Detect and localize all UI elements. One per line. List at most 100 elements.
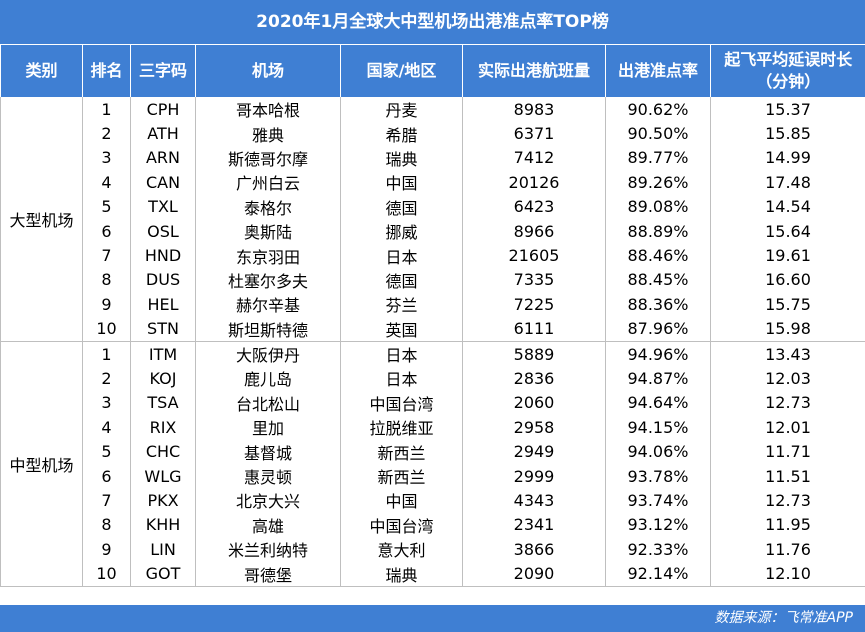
table-row: 9 LIN 米兰利纳特 意大利 3866 92.33% 11.76 [1,537,865,562]
table-cell: 德国 [340,267,463,293]
table-cell: HND [130,243,196,268]
column-header: 实际出港航班量 [462,45,606,97]
table-cell: 2341 [462,512,606,538]
column-header: 类别 [0,45,83,97]
table-cell: 日本 [340,366,463,391]
table-cell: 12.73 [710,488,865,513]
table-cell: 15.64 [710,218,865,244]
table-cell: 3 [82,390,131,416]
table-cell: 奥斯陆 [195,218,341,244]
table-cell: 拉脱维亚 [340,415,463,440]
table-cell: PKX [130,488,196,513]
table-row: 10 GOT 哥德堡 瑞典 2090 92.14% 12.10 [1,561,865,587]
table-row: 10 STN 斯坦斯特德 英国 6111 87.96% 15.98 [1,316,865,342]
table-cell: 7412 [462,145,606,171]
table-cell: 芬兰 [340,292,463,317]
table-cell: 87.96% [605,316,711,342]
table-cell: 88.46% [605,243,711,268]
table-cell: 1 [82,97,131,122]
table-cell: CAN [130,170,196,195]
table-cell: 惠灵顿 [195,463,341,489]
table-cell: 北京大兴 [195,488,341,513]
table-cell: 1 [82,341,131,367]
header-row: 类别 排名 三字码 机场 国家/地区 实际出港航班量 出港准点率 起飞平均延误时长 （分钟） [0,45,865,97]
table-cell: 9 [82,292,131,317]
table-cell: 6111 [462,316,606,342]
table-row: 中型机场 1 ITM 大阪伊丹 日本 5889 94.96% 13.43 [0,341,865,587]
table-cell: KOJ [130,366,196,391]
table-cell: 89.26% [605,170,711,195]
table-cell: 12.03 [710,366,865,391]
table-cell: LIN [130,537,196,562]
table-cell: 7 [82,488,131,513]
table-cell: 丹麦 [340,97,463,122]
table-row: 4 CAN 广州白云 中国 20126 89.26% 17.48 [1,170,865,195]
table-cell: 3866 [462,537,606,562]
table-cell: 94.64% [605,390,711,416]
table-cell: STN [130,316,196,342]
table-cell: 10 [82,561,131,587]
table-cell: 2999 [462,463,606,489]
table-cell: CPH [130,97,196,122]
table-row: 8 KHH 高雄 中国台湾 2341 93.12% 11.95 [1,512,865,538]
table-cell: 6371 [462,121,606,146]
table-cell: 希腊 [340,121,463,146]
table-cell: 2 [82,366,131,391]
table-cell: 高雄 [195,512,341,538]
table-cell: 4343 [462,488,606,513]
table-cell: GOT [130,561,196,587]
table-cell: 14.99 [710,145,865,171]
table-row: 6 WLG 惠灵顿 新西兰 2999 93.78% 11.51 [1,463,865,489]
table-cell: 大阪伊丹 [195,341,341,367]
table-row: 3 ARN 斯德哥尔摩 瑞典 7412 89.77% 14.99 [1,145,865,171]
table-cell: 92.33% [605,537,711,562]
table-cell: 13.43 [710,341,865,367]
table-cell: 15.37 [710,97,865,122]
table-cell: 6423 [462,194,606,219]
table-cell: 89.77% [605,145,711,171]
table-cell: 中国 [340,488,463,513]
table-cell: 9 [82,537,131,562]
table-cell: DUS [130,267,196,293]
table-row: 7 HND 东京羽田 日本 21605 88.46% 19.61 [1,243,865,268]
table-cell: 11.95 [710,512,865,538]
table-cell: 东京羽田 [195,243,341,268]
table-cell: 12.10 [710,561,865,587]
table-cell: 2949 [462,439,606,464]
table-cell: KHH [130,512,196,538]
table-cell: 日本 [340,341,463,367]
table-cell: 杜塞尔多夫 [195,267,341,293]
table-cell: 10 [82,316,131,342]
table-cell: 日本 [340,243,463,268]
table-cell: 瑞典 [340,561,463,587]
table-cell: 英国 [340,316,463,342]
table-row: 5 CHC 基督城 新西兰 2949 94.06% 11.71 [1,439,865,464]
table-cell: 12.01 [710,415,865,440]
table-cell: 21605 [462,243,606,268]
table-cell: 93.12% [605,512,711,538]
table-row: 2 KOJ 鹿儿岛 日本 2836 94.87% 12.03 [1,366,865,391]
title: 2020年1月全球大中型机场出港准点率TOP榜 [0,0,865,45]
table-cell: 2090 [462,561,606,587]
table-cell: ATH [130,121,196,146]
table-cell: WLG [130,463,196,489]
group-label: 中型机场 [0,341,83,587]
table-cell: ARN [130,145,196,171]
table-cell: 16.60 [710,267,865,293]
table-cell: 6 [82,463,131,489]
table-row: 9 HEL 赫尔辛基 芬兰 7225 88.36% 15.75 [1,292,865,317]
table-row: 2 ATH 雅典 希腊 6371 90.50% 15.85 [1,121,865,146]
table-cell: 中国 [340,170,463,195]
table-cell: 雅典 [195,121,341,146]
table-cell: 2836 [462,366,606,391]
table-cell: 12.73 [710,390,865,416]
table-cell: 中国台湾 [340,390,463,416]
table-cell: TSA [130,390,196,416]
table-cell: 8 [82,267,131,293]
table-cell: OSL [130,218,196,244]
group-label: 大型机场 [0,97,83,342]
table-cell: 哥德堡 [195,561,341,587]
table-cell: TXL [130,194,196,219]
table-cell: 中国台湾 [340,512,463,538]
table-cell: 88.89% [605,218,711,244]
